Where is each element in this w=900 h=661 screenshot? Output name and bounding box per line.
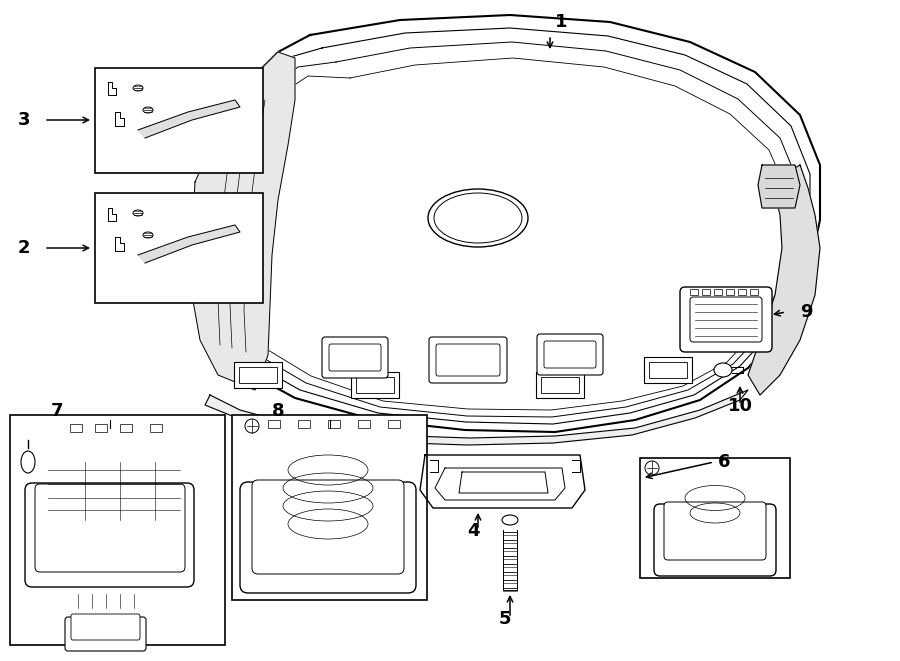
Ellipse shape	[714, 363, 732, 377]
Bar	[536, 372, 584, 398]
FancyBboxPatch shape	[322, 337, 388, 378]
Polygon shape	[138, 100, 240, 138]
Bar	[120, 424, 132, 432]
Bar	[644, 357, 692, 383]
FancyBboxPatch shape	[690, 297, 762, 342]
Polygon shape	[459, 472, 548, 493]
FancyBboxPatch shape	[65, 617, 146, 651]
Bar	[10, 415, 225, 645]
Bar	[232, 415, 427, 600]
Polygon shape	[758, 165, 800, 208]
Text: 5: 5	[499, 610, 511, 628]
FancyBboxPatch shape	[35, 484, 185, 572]
Bar	[95, 193, 263, 303]
Bar	[239, 367, 277, 383]
FancyBboxPatch shape	[544, 341, 596, 368]
FancyBboxPatch shape	[436, 344, 500, 376]
FancyBboxPatch shape	[25, 483, 194, 587]
FancyBboxPatch shape	[429, 337, 507, 383]
Text: 6: 6	[718, 453, 731, 471]
Ellipse shape	[143, 107, 153, 113]
Bar	[714, 289, 722, 295]
FancyBboxPatch shape	[71, 614, 140, 640]
Bar	[690, 289, 698, 295]
Bar	[388, 420, 400, 428]
Polygon shape	[108, 82, 116, 95]
Polygon shape	[192, 15, 820, 432]
Bar	[95, 424, 107, 432]
Polygon shape	[205, 390, 748, 445]
Bar	[541, 377, 579, 393]
Polygon shape	[435, 468, 565, 500]
Text: 8: 8	[272, 402, 284, 420]
Polygon shape	[420, 455, 585, 508]
Bar	[358, 420, 370, 428]
FancyBboxPatch shape	[664, 502, 766, 560]
Bar	[150, 424, 162, 432]
Text: 1: 1	[555, 13, 568, 31]
Bar	[70, 424, 82, 432]
FancyBboxPatch shape	[329, 344, 381, 371]
Ellipse shape	[143, 232, 153, 238]
Text: 2: 2	[17, 239, 30, 257]
Polygon shape	[748, 165, 820, 395]
Bar	[328, 420, 340, 428]
FancyBboxPatch shape	[252, 480, 404, 574]
Bar	[738, 289, 746, 295]
Circle shape	[245, 419, 259, 433]
Ellipse shape	[133, 210, 143, 216]
Ellipse shape	[428, 189, 528, 247]
Text: 4: 4	[467, 522, 479, 540]
Polygon shape	[115, 237, 124, 251]
Ellipse shape	[21, 451, 35, 473]
Polygon shape	[108, 208, 116, 221]
Bar	[649, 362, 687, 378]
Text: 7: 7	[50, 402, 63, 420]
Bar	[640, 458, 790, 578]
Bar	[351, 372, 399, 398]
Polygon shape	[192, 52, 295, 390]
Ellipse shape	[434, 193, 522, 243]
Ellipse shape	[502, 515, 518, 525]
Bar	[356, 377, 394, 393]
Bar	[726, 289, 734, 295]
Circle shape	[645, 461, 659, 475]
FancyBboxPatch shape	[537, 334, 603, 375]
Bar	[95, 68, 263, 173]
Text: 9: 9	[800, 303, 813, 321]
FancyBboxPatch shape	[654, 504, 776, 576]
Bar	[298, 420, 310, 428]
Text: 10: 10	[727, 397, 752, 415]
Text: 3: 3	[17, 111, 30, 129]
Bar	[234, 362, 282, 388]
Polygon shape	[138, 225, 240, 263]
Bar	[702, 289, 710, 295]
FancyBboxPatch shape	[680, 287, 772, 352]
FancyBboxPatch shape	[240, 482, 416, 593]
Polygon shape	[115, 112, 124, 126]
Bar	[268, 420, 280, 428]
Bar	[750, 289, 758, 295]
Ellipse shape	[133, 85, 143, 91]
